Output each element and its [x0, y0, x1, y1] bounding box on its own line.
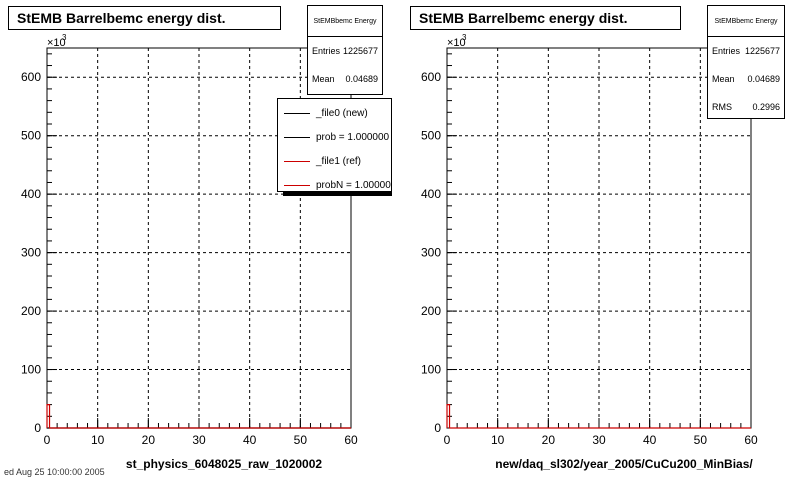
legend-swatch-prob — [284, 136, 310, 138]
right-stats-entries-row: Entries 1225677 — [708, 37, 784, 65]
right-stats-rms-label: RMS — [712, 102, 732, 112]
right-stats-mean-row: Mean 0.04689 — [708, 65, 784, 93]
chart0-y-tick-label-1: 100 — [21, 363, 41, 377]
chart1-x-tick-label-6: 60 — [744, 433, 758, 447]
chart0-y-tick-label-4: 400 — [21, 187, 41, 201]
right-chart-title: StEMB Barrelbemc energy dist. — [410, 6, 681, 30]
chart1-y-multiplier-label: ×10 — [447, 37, 466, 49]
chart1-series-0-line — [446, 404, 751, 429]
chart0-x-tick-label-2: 20 — [142, 433, 156, 447]
legend-swatch-file0 — [284, 112, 310, 114]
chart0-x-tick-label-6: 60 — [344, 433, 358, 447]
chart0-y-tick-label-5: 500 — [21, 129, 41, 143]
chart0-x-tick-label-0: 0 — [44, 433, 51, 447]
chart1-y-tick-label-4: 400 — [421, 187, 441, 201]
chart1-x-tick-label-1: 10 — [491, 433, 505, 447]
chart0-x-tick-label-4: 40 — [243, 433, 257, 447]
legend-label-file1: _file1 (ref) — [316, 155, 362, 167]
left-stats-entries-value: 1225677 — [342, 46, 378, 56]
left-stats-mean-value: 0.04689 — [345, 74, 378, 84]
legend-swatch-file1 — [284, 160, 310, 162]
chart0-y-tick-label-3: 300 — [21, 246, 41, 260]
chart0-x-tick-label-3: 30 — [192, 433, 206, 447]
left-chart-title: StEMB Barrelbemc energy dist. — [8, 6, 281, 30]
left-stats-mean-label: Mean — [312, 74, 335, 84]
chart1-y-tick-label-5: 500 — [421, 129, 441, 143]
legend-label-prob: prob = 1.000000 — [316, 131, 390, 143]
legend-entry-probn: probN = 1.000000 — [278, 175, 392, 191]
right-stats-mean-value: 0.04689 — [747, 74, 780, 84]
chart1-x-tick-label-4: 40 — [643, 433, 657, 447]
chart0-y-multiplier-label: ×10 — [47, 37, 66, 49]
chart1-x-axis-label: new/daq_sl302/year_2005/CuCu200_MinBias/ — [495, 457, 753, 471]
chart0-series-1-line — [46, 404, 351, 429]
right-stats-mean-label: Mean — [712, 74, 735, 84]
chart0-x-tick-label-5: 50 — [294, 433, 308, 447]
chart1-y-tick-label-1: 100 — [421, 363, 441, 377]
legend-entry-file0: _file0 (new) — [278, 103, 391, 123]
chart1-x-tick-label-2: 20 — [542, 433, 556, 447]
legend-entry-file1: _file1 (ref) — [278, 151, 391, 171]
right-stats-rms-value: 0.2996 — [752, 102, 780, 112]
legend-box: _file0 (new) prob = 1.000000 _file1 (ref… — [277, 98, 392, 192]
footer-timestamp: ed Aug 25 10:00:00 2005 — [4, 467, 105, 477]
right-stats-entries-value: 1225677 — [744, 46, 780, 56]
left-stats-name: StEMBbemc Energy — [308, 6, 382, 37]
left-stats-box: StEMBbemc Energy Entries 1225677 Mean 0.… — [307, 5, 383, 95]
left-stats-entries-row: Entries 1225677 — [308, 37, 382, 65]
chart1-y-tick-label-3: 300 — [421, 246, 441, 260]
legend-label-file0: _file0 (new) — [316, 107, 368, 119]
chart1-y-tick-label-2: 200 — [421, 304, 441, 318]
chart0-y-tick-label-2: 200 — [21, 304, 41, 318]
chart1-x-tick-label-0: 0 — [444, 433, 451, 447]
chart0-x-tick-label-1: 10 — [91, 433, 105, 447]
legend-label-probn: probN = 1.000000 — [316, 179, 392, 191]
chart1-y-tick-label-6: 600 — [421, 70, 441, 84]
right-stats-rms-row: RMS 0.2996 — [708, 93, 784, 121]
chart1-y-multiplier-exp: 3 — [462, 33, 467, 42]
right-stats-name: StEMBbemc Energy — [708, 6, 784, 37]
chart0-y-tick-label-6: 600 — [21, 70, 41, 84]
chart0-x-axis-label: st_physics_6048025_raw_1020002 — [126, 457, 322, 471]
right-stats-box: StEMBbemc Energy Entries 1225677 Mean 0.… — [707, 5, 785, 119]
left-stats-entries-label: Entries — [312, 46, 341, 56]
chart1-x-tick-label-3: 30 — [592, 433, 606, 447]
chart1-y-tick-label-0: 0 — [434, 421, 441, 435]
chart1-x-tick-label-5: 50 — [694, 433, 708, 447]
right-stats-entries-label: Entries — [712, 46, 741, 56]
left-stats-mean-row: Mean 0.04689 — [308, 65, 382, 93]
chart0-y-multiplier-exp: 3 — [62, 33, 67, 42]
legend-swatch-probn — [284, 184, 310, 186]
right-histogram-plot: 0 10 20 30 40 50 600100200300400500600×103new/… — [421, 33, 758, 471]
chart1-frame — [446, 47, 752, 429]
legend-entry-prob: prob = 1.000000 — [278, 127, 391, 147]
chart0-y-tick-label-0: 0 — [34, 421, 41, 435]
